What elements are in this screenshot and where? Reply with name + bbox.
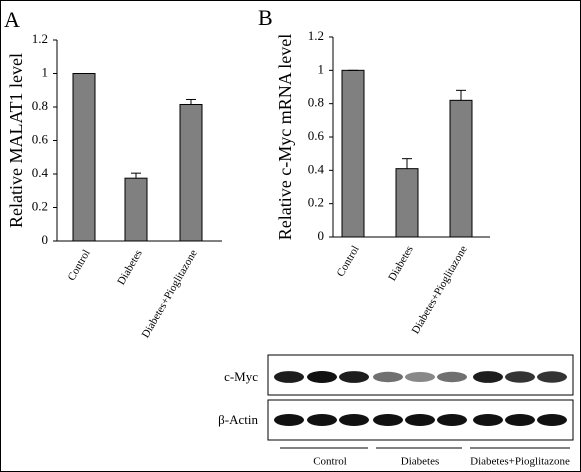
panel-label: B	[258, 5, 273, 30]
group-label: Diabetes	[401, 456, 439, 468]
y-axis-label: Relative MALAT1 level	[6, 53, 26, 228]
bar	[72, 73, 96, 242]
band	[537, 371, 567, 383]
bar	[395, 168, 419, 238]
band	[405, 372, 435, 382]
group-label: Diabetes+Pioglitazone	[470, 456, 570, 468]
blot-row-label: c-Myc	[224, 369, 258, 384]
band	[339, 414, 369, 426]
band	[373, 414, 403, 426]
band	[437, 414, 467, 426]
bar	[341, 69, 365, 238]
band	[473, 414, 503, 426]
band	[405, 414, 435, 426]
y-tick-label: 0.2	[308, 195, 324, 210]
y-tick-label: 0.6	[308, 128, 325, 143]
band	[307, 414, 337, 426]
bar	[449, 99, 473, 238]
bar	[124, 177, 148, 242]
y-tick-label: 0	[318, 228, 325, 243]
group-label: Control	[313, 456, 347, 468]
error-bar	[456, 89, 466, 101]
band	[437, 371, 467, 383]
y-tick-label: 0.6	[32, 131, 49, 146]
y-tick-label: 0.4	[32, 165, 49, 180]
band	[505, 414, 535, 426]
error-bar	[186, 98, 196, 105]
y-tick-label: 0.4	[308, 161, 325, 176]
bar	[179, 103, 203, 242]
y-tick-label: 0.8	[32, 98, 48, 113]
band	[274, 414, 304, 426]
y-tick-label: 1.2	[32, 31, 48, 46]
error-bar	[402, 158, 412, 169]
y-tick-label: 0.8	[308, 95, 324, 110]
band	[307, 371, 337, 383]
band	[537, 414, 567, 426]
blot-row-label: β-Actin	[218, 412, 258, 427]
y-tick-label: 1	[318, 61, 325, 76]
band	[505, 371, 535, 383]
y-tick-label: 0.2	[32, 198, 48, 213]
band	[373, 371, 403, 383]
y-tick-label: 1.2	[308, 28, 324, 43]
band	[339, 371, 369, 383]
error-bar	[131, 172, 141, 179]
band	[274, 371, 304, 383]
band	[473, 371, 503, 383]
y-tick-label: 0	[42, 232, 49, 247]
y-axis-label: Relative c-Myc mRNA level	[275, 34, 295, 240]
panel-label: A	[4, 7, 20, 32]
y-tick-label: 1	[42, 64, 49, 79]
